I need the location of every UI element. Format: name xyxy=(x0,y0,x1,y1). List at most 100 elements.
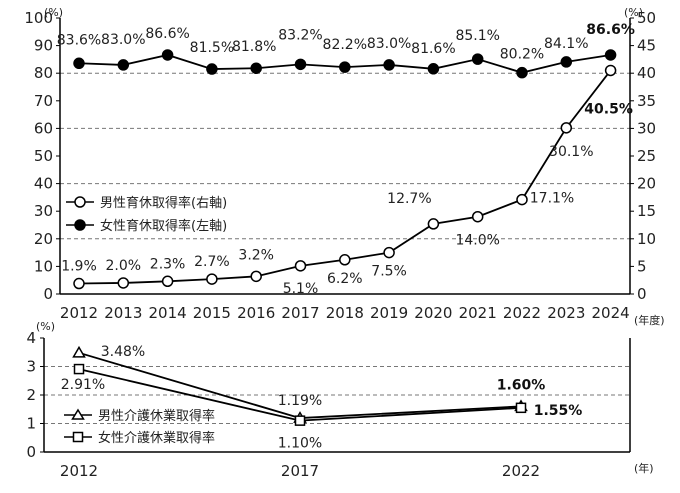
male-childcare-label: 2.0% xyxy=(106,258,142,274)
male-childcare-label: 7.5% xyxy=(371,264,407,280)
male-childcare-label: 3.2% xyxy=(238,247,274,263)
top-x-tick-labels: 2012 2013 2014 2015 2016 2017 2018 2019 2020 2021… xyxy=(60,304,630,322)
legend-marker-female-childcare xyxy=(74,219,86,231)
bottom-legend: 男性介護休業取得率 女性介護休業取得率 xyxy=(64,408,215,446)
right-tick-label: 15 xyxy=(637,202,656,220)
legend-label-female-care: 女性介護休業取得率 xyxy=(98,430,215,446)
female-childcare-point xyxy=(73,57,85,70)
female-care-label: 1.10% xyxy=(278,436,322,452)
female-childcare-label: 81.6% xyxy=(411,41,455,57)
x-tick-label: 2023 xyxy=(547,304,585,322)
male-childcare-label: 40.5% xyxy=(584,101,633,117)
female-childcare-point xyxy=(383,59,395,71)
right-tick-label: 25 xyxy=(637,147,656,165)
male-care-label: 1.19% xyxy=(278,393,322,409)
left-tick-label: 10 xyxy=(34,257,53,275)
female-childcare-point xyxy=(471,53,484,65)
male-care-label: 3.48% xyxy=(101,344,145,360)
female-childcare-point xyxy=(206,63,218,75)
female-childcare-point xyxy=(560,56,573,68)
top-right-tick-labels: 0 5 10 15 20 25 30 35 40 45 50 xyxy=(630,9,656,303)
left-tick-label: 100 xyxy=(24,9,53,27)
female-childcare-label: 83.2% xyxy=(278,27,322,43)
male-childcare-label: 6.2% xyxy=(327,271,363,287)
male-childcare-label: 17.1% xyxy=(530,191,574,207)
female-childcare-point xyxy=(161,49,174,61)
legend-marker-male-childcare xyxy=(74,196,86,208)
top-data-labels: 83.6% 83.0% 86.6%81.5%81.8%83.2%82.2% 83.0%… xyxy=(57,22,635,297)
x-tick-label: 2015 xyxy=(193,304,231,322)
legend-marker-female-care xyxy=(72,431,84,443)
female-childcare-point xyxy=(427,63,440,75)
male-care-label: 1.60% xyxy=(497,377,546,393)
x-tick-label: 2021 xyxy=(459,304,497,322)
right-tick-label: 30 xyxy=(637,119,656,137)
left-tick-label: 40 xyxy=(34,175,53,193)
male-childcare-line xyxy=(78,69,612,285)
right-tick-label: 35 xyxy=(637,92,656,110)
male-care-point xyxy=(72,345,86,358)
x-tick-label: 2018 xyxy=(326,304,364,322)
bottom-x-tick-labels: 2012 2017 2022 xyxy=(60,462,540,480)
male-childcare-point xyxy=(206,273,218,285)
female-childcare-label: 81.5% xyxy=(190,40,234,56)
left-tick-label: 90 xyxy=(34,37,53,55)
x-tick-label: 2022 xyxy=(503,304,541,322)
female-childcare-label: 84.1% xyxy=(544,36,588,52)
female-childcare-label: 83.6% xyxy=(57,32,101,48)
left-tick-label: 80 xyxy=(34,64,53,82)
legend-marker-male-care xyxy=(71,408,85,420)
right-tick-label: 50 xyxy=(637,9,656,27)
female-childcare-label: 82.2% xyxy=(323,37,367,53)
right-tick-label: 10 xyxy=(637,230,656,248)
legend-label-male-childcare: 男性育休取得率(右軸) xyxy=(100,195,227,211)
left-tick-label: 30 xyxy=(34,202,53,220)
top-left-unit: (%) xyxy=(44,6,63,19)
bottom-y-unit: (%) xyxy=(36,320,55,333)
female-care-point xyxy=(515,402,527,414)
male-childcare-label: 14.0% xyxy=(455,233,499,249)
female-childcare-label: 86.6% xyxy=(586,22,635,38)
male-childcare-point xyxy=(516,193,528,206)
top-series xyxy=(73,49,617,290)
male-childcare-point xyxy=(117,277,130,289)
x-tick-label: 2012 xyxy=(60,462,98,480)
y-tick-label: 4 xyxy=(26,329,36,347)
right-tick-label: 0 xyxy=(637,285,647,303)
left-tick-label: 0 xyxy=(43,285,53,303)
female-childcare-point xyxy=(516,66,528,79)
bottom-series xyxy=(72,345,528,426)
female-childcare-point xyxy=(294,58,307,71)
legend-label-male-care: 男性介護休業取得率 xyxy=(98,408,215,424)
x-tick-label: 2017 xyxy=(281,304,319,322)
x-tick-label: 2024 xyxy=(592,304,630,322)
bottom-x-unit: (年) xyxy=(634,461,654,475)
x-tick-label: 2014 xyxy=(149,304,187,322)
right-tick-label: 45 xyxy=(637,37,656,55)
female-childcare-point xyxy=(604,49,617,61)
female-care-point xyxy=(294,415,306,426)
female-childcare-label: 86.6% xyxy=(145,26,189,42)
male-childcare-point xyxy=(383,246,395,259)
male-childcare-label: 2.7% xyxy=(194,254,230,270)
right-tick-label: 40 xyxy=(637,64,656,82)
female-childcare-label: 80.2% xyxy=(500,47,544,63)
left-tick-label: 20 xyxy=(34,230,53,248)
female-care-label: 2.91% xyxy=(61,377,105,393)
female-childcare-point xyxy=(250,62,262,74)
female-childcare-label: 83.0% xyxy=(101,32,145,48)
left-tick-label: 60 xyxy=(34,119,53,137)
male-childcare-point xyxy=(471,210,484,223)
x-tick-label: 2019 xyxy=(370,304,408,322)
x-tick-label: 2013 xyxy=(104,304,142,322)
male-childcare-label: 12.7% xyxy=(387,191,431,207)
y-tick-label: 1 xyxy=(26,415,36,433)
male-childcare-point xyxy=(604,64,617,77)
male-childcare-point xyxy=(161,275,174,288)
male-childcare-label: 30.1% xyxy=(549,144,593,160)
female-childcare-label: 81.8% xyxy=(232,39,276,55)
left-tick-label: 50 xyxy=(34,147,53,165)
male-childcare-point xyxy=(250,270,262,283)
female-care-point xyxy=(73,363,85,375)
